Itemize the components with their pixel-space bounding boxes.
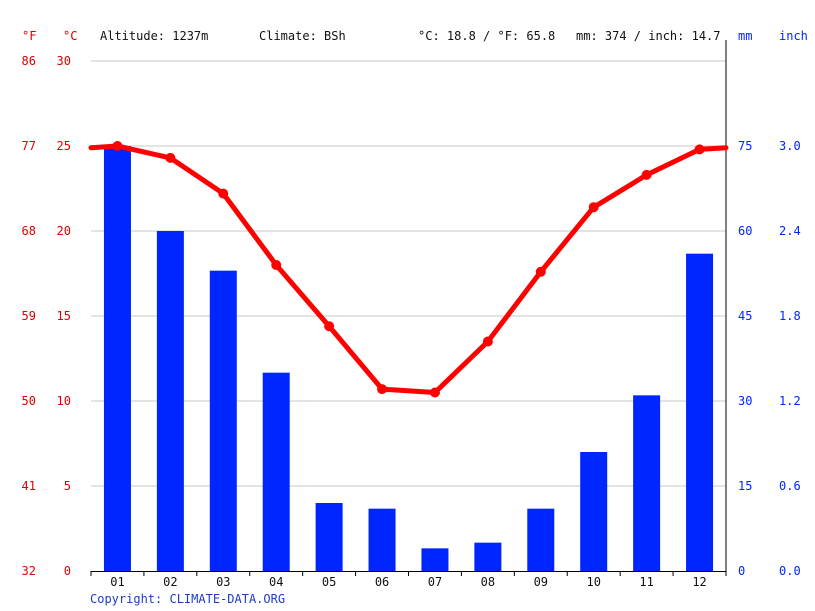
precipitation-bars <box>103 146 714 571</box>
month-label: 04 <box>269 575 283 589</box>
celsius-tick-label: 5 <box>64 479 71 493</box>
axes <box>90 40 727 576</box>
month-label: 07 <box>428 575 442 589</box>
inch-tick-label: 1.8 <box>779 309 801 323</box>
temperature-point <box>218 188 229 199</box>
inch-unit-label: inch <box>779 29 808 43</box>
celsius-tick-label: 25 <box>57 139 71 153</box>
precipitation-bar <box>633 395 661 571</box>
mm-tick-label: 45 <box>738 309 752 323</box>
temperature-point <box>112 141 123 151</box>
mm-tick-label: 75 <box>738 139 752 153</box>
fahrenheit-tick-label: 59 <box>22 309 36 323</box>
precipitation-bar <box>156 231 184 571</box>
temperature-point <box>641 169 652 180</box>
copyright-text: Copyright: CLIMATE-DATA.ORG <box>90 592 285 606</box>
fahrenheit-unit-label: °F <box>22 29 36 43</box>
precipitation-bar <box>262 372 290 571</box>
climate-label: Climate: BSh <box>259 29 346 43</box>
precipitation-bar <box>580 452 608 571</box>
fahrenheit-tick-label: 32 <box>22 564 36 578</box>
temperature-series-line <box>88 143 729 395</box>
fahrenheit-tick-label: 68 <box>22 224 36 238</box>
month-label: 03 <box>216 575 230 589</box>
inch-tick-label: 0.0 <box>779 564 801 578</box>
temperature-line <box>88 141 729 398</box>
celsius-unit-label: °C <box>63 29 77 43</box>
mm-tick-label: 60 <box>738 224 752 238</box>
celsius-tick-label: 10 <box>57 394 71 408</box>
temperature-point <box>271 260 282 270</box>
precipitation-bar <box>315 503 343 571</box>
gridlines <box>91 60 726 487</box>
temperature-point <box>324 321 335 332</box>
month-label: 06 <box>375 575 389 589</box>
temperature-point <box>588 202 599 213</box>
precipitation-bar <box>474 542 502 571</box>
temperature-point <box>535 266 546 277</box>
fahrenheit-tick-label: 77 <box>22 139 36 153</box>
fahrenheit-tick-label: 86 <box>22 54 36 68</box>
mm-tick-label: 15 <box>738 479 752 493</box>
celsius-tick-label: 30 <box>57 54 71 68</box>
month-label: 05 <box>322 575 336 589</box>
precipitation-bar <box>686 253 714 571</box>
fahrenheit-tick-label: 50 <box>22 394 36 408</box>
mm-unit-label: mm <box>738 29 752 43</box>
temperature-point <box>429 387 440 398</box>
precipitation-total-label: mm: 374 / inch: 14.7 <box>576 29 721 43</box>
celsius-tick-label: 0 <box>64 564 71 578</box>
axis-labels: 0 32 5 41 10 50 15 59 20 68 25 77 30 86 0 0.0 15 0.6 30 1.2… <box>22 54 801 589</box>
temperature-point <box>482 336 493 347</box>
inch-tick-label: 1.2 <box>779 394 801 408</box>
precipitation-bar <box>103 146 131 571</box>
celsius-tick-label: 20 <box>57 224 71 238</box>
month-label: 11 <box>639 575 653 589</box>
mm-tick-label: 0 <box>738 564 745 578</box>
month-label: 08 <box>481 575 495 589</box>
temperature-average-label: °C: 18.8 / °F: 65.8 <box>418 29 555 43</box>
fahrenheit-tick-label: 41 <box>22 479 36 493</box>
inch-tick-label: 2.4 <box>779 224 801 238</box>
month-label: 10 <box>586 575 600 589</box>
inch-tick-label: 0.6 <box>779 479 801 493</box>
month-label: 01 <box>110 575 124 589</box>
month-label: 09 <box>534 575 548 589</box>
precipitation-bar <box>209 270 237 571</box>
precipitation-bar <box>527 508 555 571</box>
inch-tick-label: 3.0 <box>779 139 801 153</box>
mm-tick-label: 30 <box>738 394 752 408</box>
month-label: 02 <box>163 575 177 589</box>
celsius-tick-label: 15 <box>57 309 71 323</box>
month-label: 12 <box>692 575 706 589</box>
temperature-point <box>377 384 388 395</box>
temperature-point <box>165 152 176 163</box>
precipitation-bar <box>421 548 449 571</box>
precipitation-bar <box>368 508 396 571</box>
temperature-point <box>694 144 705 155</box>
altitude-label: Altitude: 1237m <box>100 29 208 43</box>
